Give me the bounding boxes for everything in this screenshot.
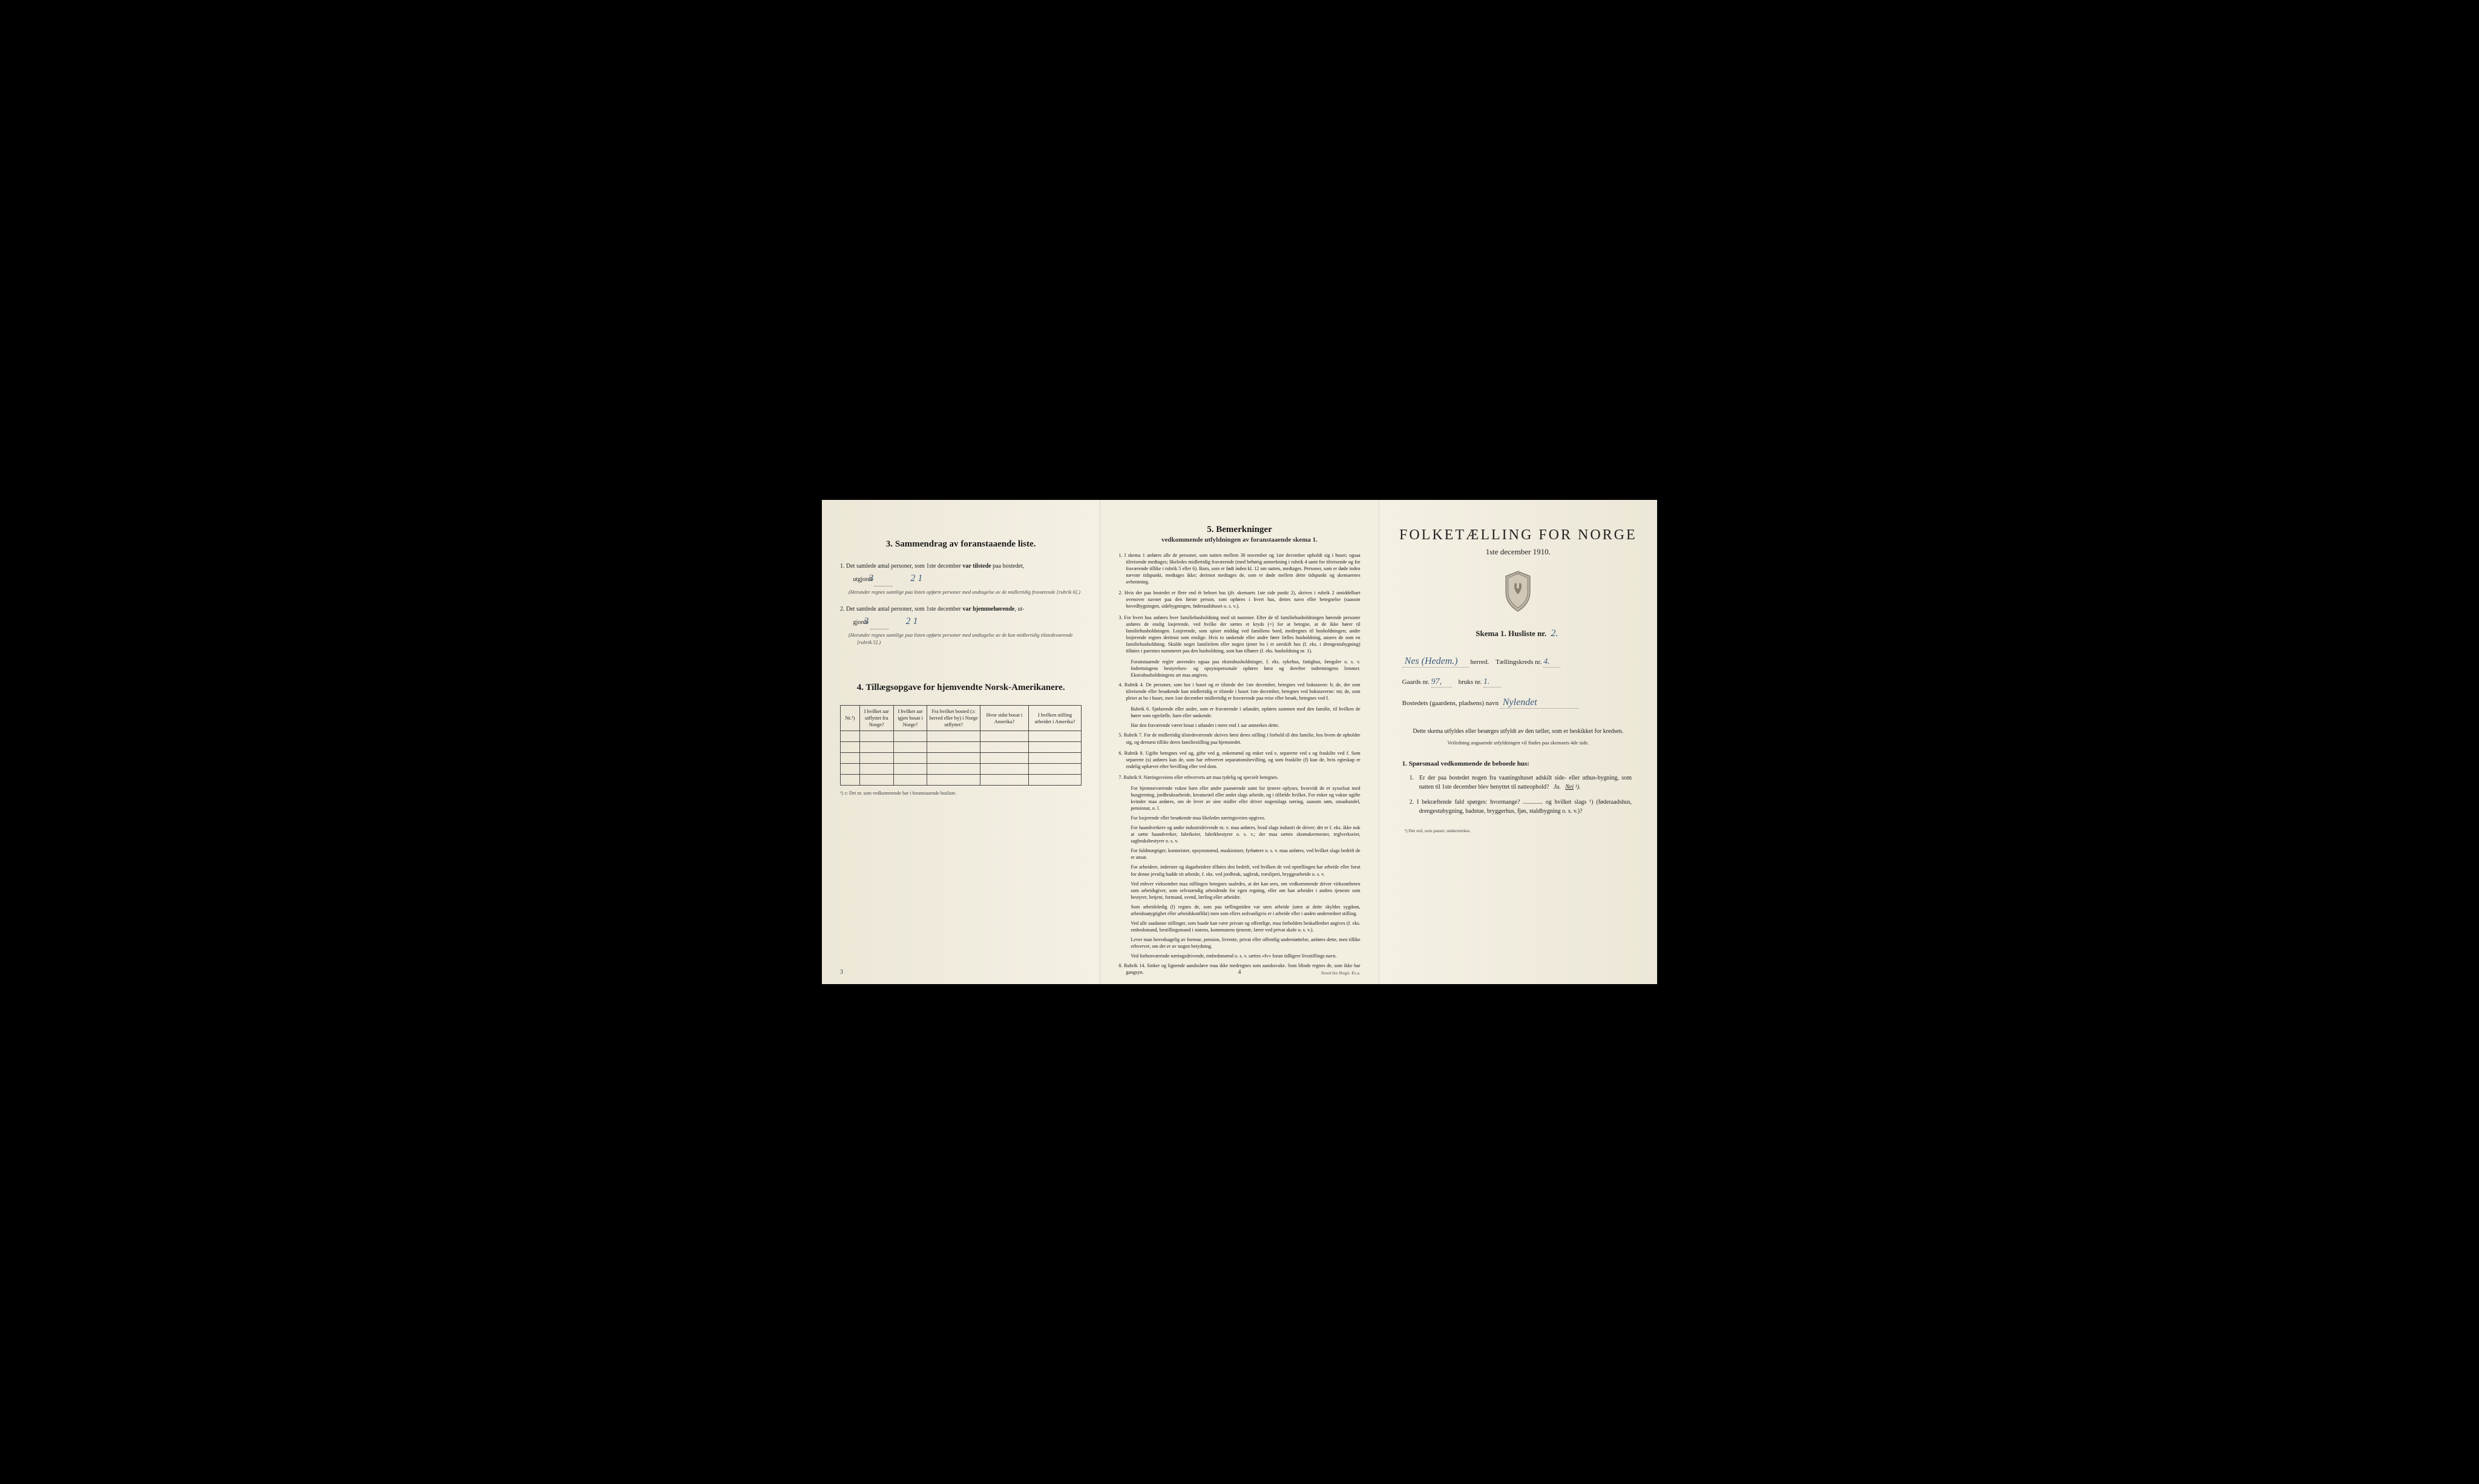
remark-4: 4. Rubrik 4. De personer, som bor i huse… [1118, 681, 1360, 701]
remark-3b: Foranstaaende regler anvendes ogsaa paa … [1118, 658, 1360, 678]
right-footnote: ¹) Det ord, som passer, understrekes. [1405, 828, 1632, 833]
remark-4b: Rubrik 6. Sjøfarende eller andre, som er… [1118, 706, 1360, 719]
item2-value-b: 2 1 [904, 616, 921, 626]
bosted-label: Bostedets (gaardens, pladsens) navn [1402, 700, 1499, 707]
question-header: 1. Spørsmaal vedkommende de beboede hus: [1402, 760, 1639, 767]
filler-instruction: Dette skema utfyldes eller besørges utfy… [1402, 727, 1634, 736]
remark-7d: For haandverkere og andre industridriven… [1118, 824, 1360, 844]
herred-row: Nes (Hedem.) herred. Tællingskreds nr. 4… [1397, 656, 1639, 668]
gaard-row: Gaards nr. 97, bruks nr. 1. [1397, 677, 1639, 688]
page-number-4: 4 [1238, 969, 1241, 976]
col-nr: Nr.¹) [841, 706, 860, 731]
document-date: 1ste december 1910. [1397, 547, 1639, 557]
page-cover: FOLKETÆLLING FOR NORGE 1ste december 191… [1379, 500, 1657, 984]
remark-7g: Ved enhver virksomhet maa stillingen bet… [1118, 881, 1360, 901]
herred-label: herred. [1470, 658, 1489, 666]
item1-bold: var tilstede [962, 563, 991, 570]
item1-note: (Herunder regnes samtlige paa listen opf… [849, 589, 1082, 596]
kreds-label: Tællingskreds nr. [1496, 658, 1542, 666]
section-3-item-1: 1. Det samlede antal personer, som 1ste … [840, 562, 1082, 596]
bosted-row: Bostedets (gaardens, pladsens) navn Nyle… [1397, 697, 1639, 709]
item2-value-a: 3 [862, 616, 872, 626]
remark-7: 7. Rubrik 9. Næringsveiens eller erhverv… [1118, 774, 1360, 781]
remark-7e: For fuldmægtiger, kontorister, opsynsmæn… [1118, 847, 1360, 861]
section-3-title: 3. Sammendrag av foranstaaende liste. [840, 539, 1082, 550]
item2-note: (Herunder regnes samtlige paa listen opf… [849, 632, 1082, 646]
remark-7f: For arbeidere, inderster og dagarbeidere… [1118, 864, 1360, 877]
question-1: 1. Er der paa bostedet nogen fra vaaning… [1397, 773, 1639, 792]
item2-bold: var hjemmehørende [962, 606, 1014, 612]
table-row [841, 775, 1082, 786]
bruk-label: bruks nr. [1459, 678, 1482, 686]
item2-prefix: 2. Det samlede antal personer, som 1ste … [840, 606, 962, 612]
item1-value-b: 2 1 [908, 573, 925, 583]
remark-6: 6. Rubrik 8. Ugifte betegnes ved ug, gif… [1118, 750, 1360, 770]
remark-1: 1. I skema 1 anføres alle de personer, s… [1118, 552, 1360, 585]
col-back: I hvilket aar igjen bosat i Norge? [893, 706, 927, 731]
gaard-label: Gaards nr. [1402, 678, 1430, 686]
remark-7b: For hjemmeværende vokne barn eller andre… [1118, 785, 1360, 812]
table-row [841, 742, 1082, 753]
question-2: 2. I bekræftende fald spørges: hvormange… [1397, 798, 1639, 816]
document-title: FOLKETÆLLING FOR NORGE [1397, 527, 1639, 543]
col-job: I hvilken stilling arbeidet i Amerika? [1028, 706, 1082, 731]
remark-7k: Ved forhenværende næringsdrivende, embed… [1118, 953, 1360, 959]
census-document: 3. Sammendrag av foranstaaende liste. 1.… [822, 500, 1657, 984]
remark-7c: For losjerende eller besøkende maa likel… [1118, 815, 1360, 821]
remark-5: 5. Rubrik 7. For de midlertidig tilstede… [1118, 732, 1360, 745]
coat-of-arms-icon [1501, 570, 1535, 612]
col-from: Fra hvilket bosted (ɔ: herred eller by) … [927, 706, 980, 731]
remark-7j: Lever man hovedsagelig av formue, pensio… [1118, 936, 1360, 950]
item1-prefix: 1. Det samlede antal personer, som 1ste … [840, 563, 962, 570]
page-number-3: 3 [840, 969, 843, 976]
remark-7i: Ved alle saadanne stillinger, som baade … [1118, 920, 1360, 933]
col-out: I hvilket aar utflyttet fra Norge? [859, 706, 893, 731]
item1-suffix: paa bostedet, [991, 563, 1025, 570]
section-4-title: 4. Tillægsopgave for hjemvendte Norsk-Am… [840, 683, 1082, 693]
section-4-footnote: ¹) ɔ: Det nr. som vedkommende har i fora… [840, 790, 1082, 796]
page-4: 5. Bemerkninger vedkommende utfyldningen… [1100, 500, 1379, 984]
table-body [841, 731, 1082, 786]
skema-value: 2. [1548, 628, 1560, 639]
remark-4c: Har den fraværende været bosat i utlande… [1118, 722, 1360, 729]
filler-instruction-sub: Veiledning angaaende utfyldningen vil fi… [1397, 740, 1639, 746]
table-row [841, 753, 1082, 764]
gaard-value: 97, [1431, 677, 1442, 686]
col-where: Hvor sidst bosat i Amerika? [980, 706, 1029, 731]
section-5-title: 5. Bemerkninger [1118, 525, 1360, 535]
skema-label: Skema 1. Husliste nr. [1476, 629, 1546, 638]
item1-value-a: 3 [866, 573, 876, 583]
q1-nei: Nei [1565, 784, 1574, 790]
q1-ja: Ja. [1554, 784, 1561, 790]
herred-value: Nes (Hedem.) [1402, 656, 1460, 666]
table-row [841, 731, 1082, 742]
remark-7h: Som arbeidsledig (l) regnes de, som paa … [1118, 904, 1360, 917]
remark-3: 3. For hvert hus anføres hver familiehus… [1118, 614, 1360, 654]
section-3-item-2: 2. Det samlede antal personer, som 1ste … [840, 605, 1082, 646]
item2-suffix: , ut- [1014, 606, 1024, 612]
table-row [841, 764, 1082, 775]
page-3: 3. Sammendrag av foranstaaende liste. 1.… [822, 500, 1100, 984]
norsk-amerikanere-table: Nr.¹) I hvilket aar utflyttet fra Norge?… [840, 705, 1082, 786]
remark-2: 2. Hvis der paa bostedet er flere end ét… [1118, 589, 1360, 609]
skema-line: Skema 1. Husliste nr. 2. [1397, 628, 1639, 639]
section-5-subtitle: vedkommende utfyldningen av foranstaaend… [1118, 536, 1360, 543]
printer-mark: Steen'ske Bogtr. Kr.a. [1321, 970, 1361, 976]
bruk-value: 1. [1483, 677, 1490, 686]
kreds-value: 4. [1543, 657, 1550, 666]
bosted-value: Nylendet [1500, 697, 1540, 708]
